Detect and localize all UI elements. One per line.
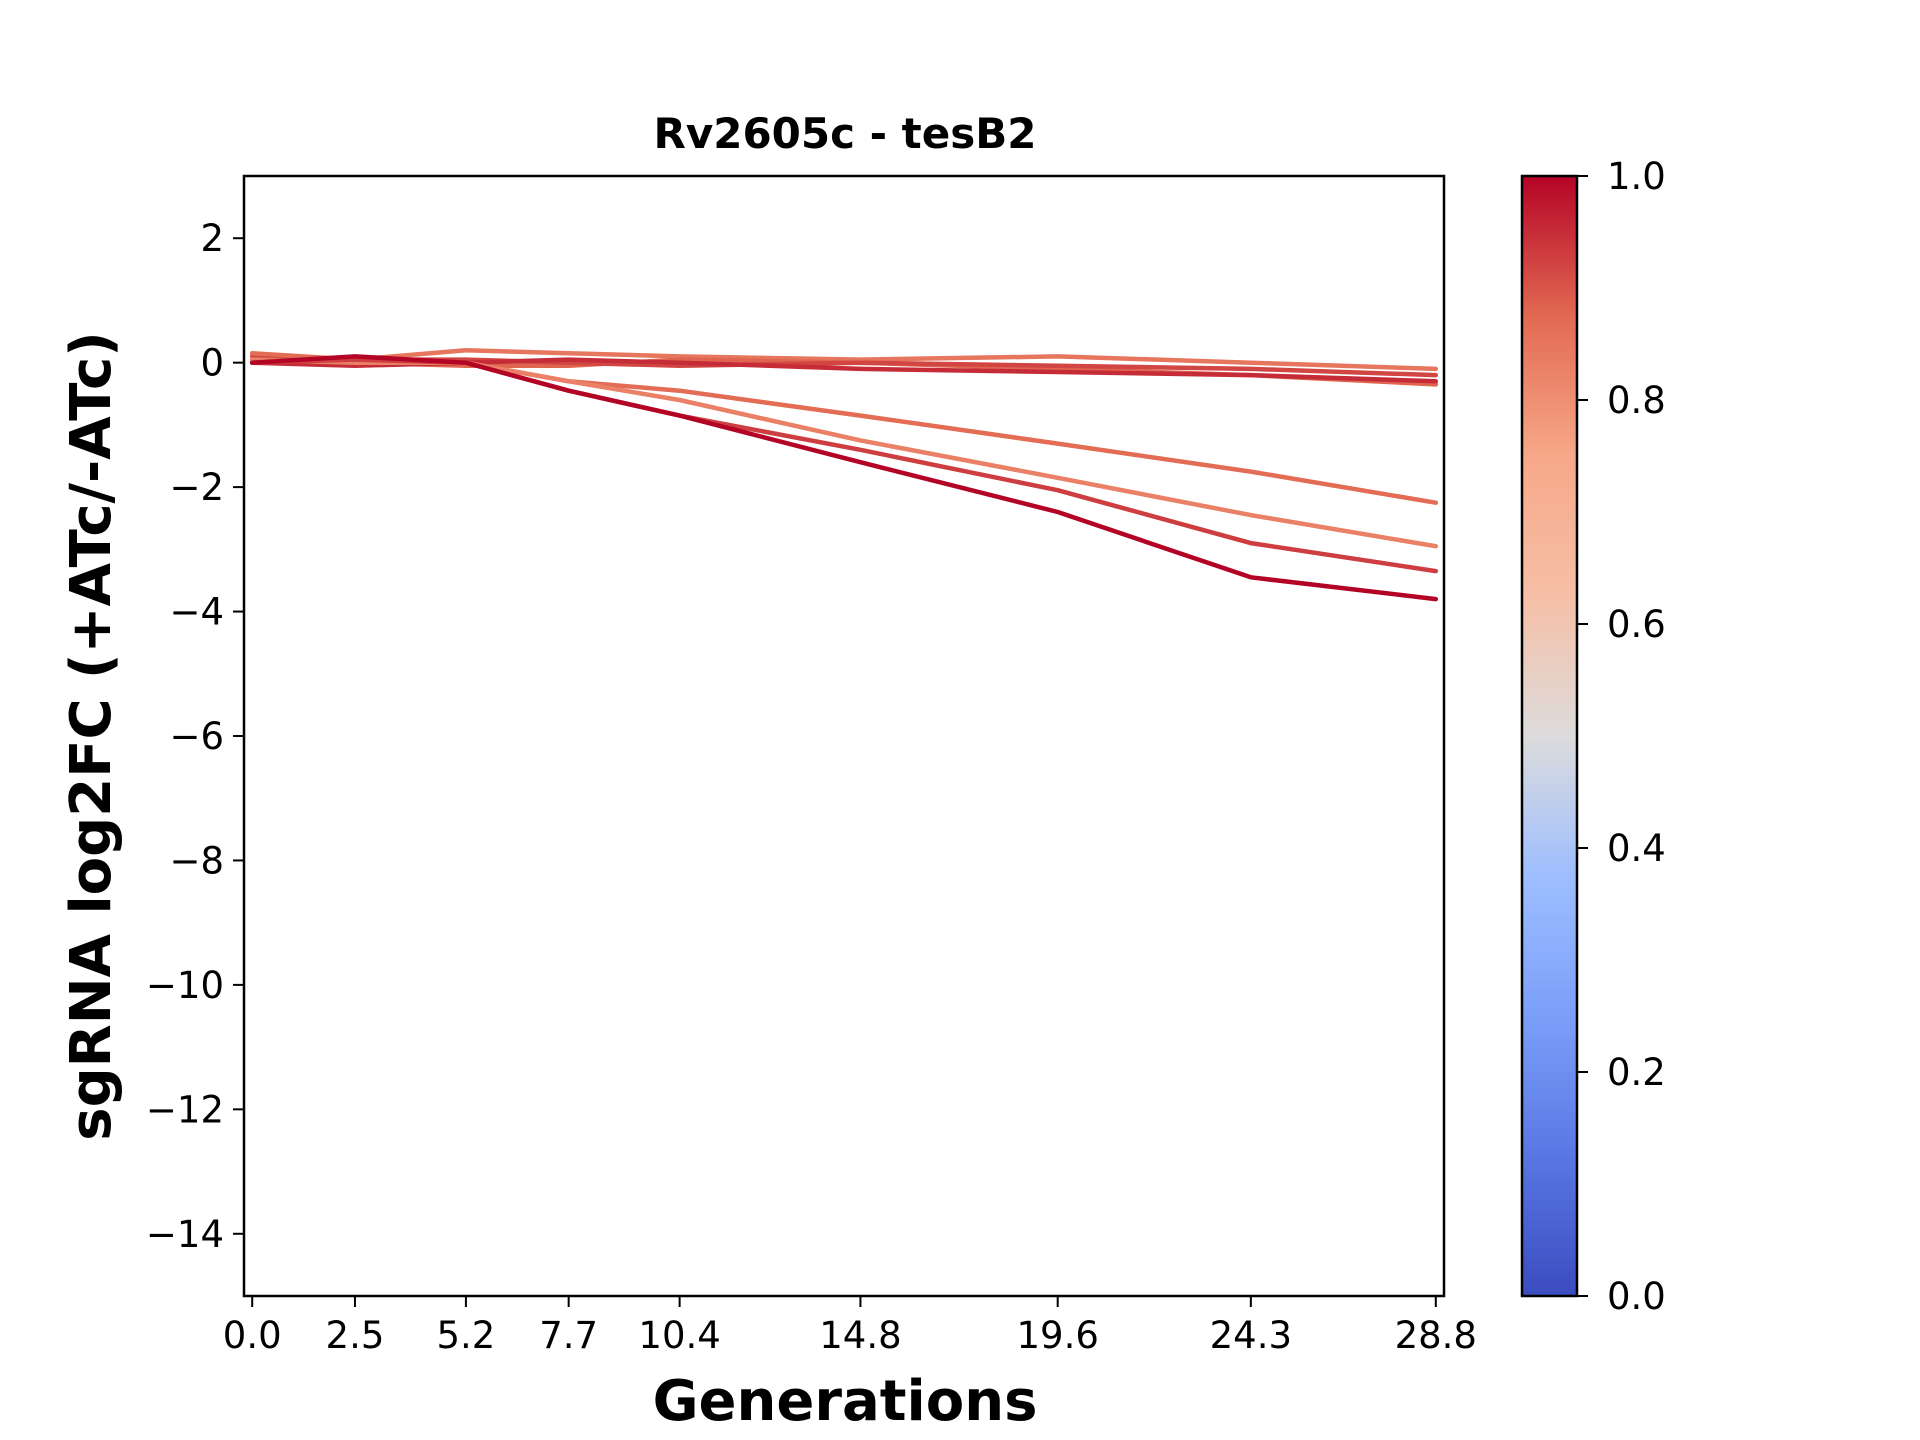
colorbar-tick-label: 0.0 <box>1607 1275 1666 1318</box>
colorbar <box>1520 174 1579 1298</box>
colorbar-tick-label: 1.0 <box>1607 155 1666 198</box>
series-layer <box>249 347 1439 602</box>
colorbar-tick-label: 0.8 <box>1607 379 1666 422</box>
x-tick-label: 28.8 <box>1395 1314 1477 1357</box>
series-line-7 <box>249 357 1439 574</box>
x-tick-label: 7.7 <box>539 1314 598 1357</box>
x-axis-label: Generations <box>653 1369 1038 1434</box>
y-tick-label: −14 <box>146 1213 224 1256</box>
x-tick-label: 14.8 <box>819 1314 901 1357</box>
y-tick-label: −4 <box>169 591 224 634</box>
y-tick-label: −12 <box>146 1088 224 1131</box>
chart-title: Rv2605c - tesB2 <box>654 109 1037 158</box>
y-tick-label: −2 <box>169 466 224 509</box>
y-tick-label: 2 <box>200 217 224 260</box>
colorbar-tick-label: 0.6 <box>1607 603 1666 646</box>
x-tick-label: 24.3 <box>1210 1314 1292 1357</box>
colorbar-tick-label: 0.4 <box>1607 827 1666 870</box>
x-tick-label: 10.4 <box>638 1314 720 1357</box>
colorbar-axis: 0.0 0.2 0.4 0.6 0.8 1.0 <box>1577 155 1666 1318</box>
plot-frame <box>242 174 1446 1298</box>
x-tick-label: 19.6 <box>1017 1314 1099 1357</box>
y-axis-label: sgRNA log2FC (+ATc/-ATc) <box>59 331 124 1141</box>
series-line-6 <box>249 357 1439 549</box>
y-tick-label: −8 <box>169 839 224 882</box>
y-tick-label: −10 <box>146 964 224 1007</box>
series-line-8 <box>249 354 1439 602</box>
x-tick-label: 2.5 <box>326 1314 385 1357</box>
x-tick-label: 0.0 <box>223 1314 282 1357</box>
y-tick-label: −6 <box>169 715 224 758</box>
colorbar-tick-label: 0.2 <box>1607 1051 1666 1094</box>
y-axis: 2 0 −2 −4 −6 −8 −10 −12 −14 <box>146 217 244 1256</box>
x-tick-label: 5.2 <box>436 1314 495 1357</box>
y-tick-label: 0 <box>200 342 224 385</box>
x-axis: 0.0 2.5 5.2 7.7 10.4 14.8 19.6 24.3 28.8 <box>223 1296 1477 1357</box>
